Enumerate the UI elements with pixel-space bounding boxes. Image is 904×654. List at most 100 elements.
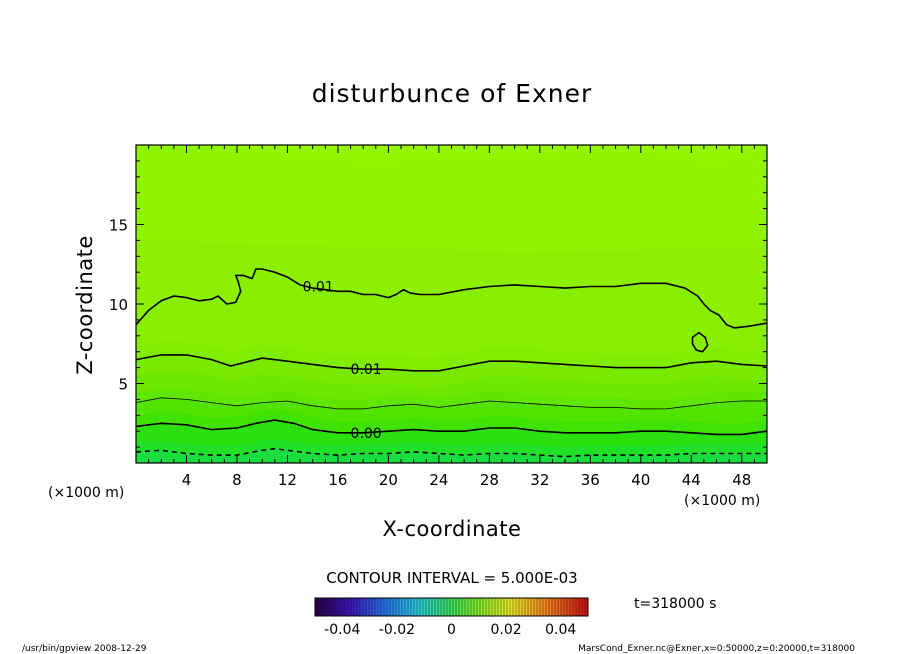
x-axis-title: X-coordinate xyxy=(383,517,522,541)
y-axis-ticks: 5 10 15 xyxy=(109,160,767,448)
colorbar-strip xyxy=(321,598,325,616)
colorbar-strip xyxy=(375,598,379,616)
colorbar-strip xyxy=(555,598,559,616)
colorbar-strip xyxy=(462,598,466,616)
x-tick-label: 12 xyxy=(278,471,297,489)
colorbar-strip xyxy=(342,598,346,616)
colorbar-strip xyxy=(432,598,436,616)
colorbar-strip xyxy=(387,598,391,616)
colorbar-strip xyxy=(315,598,319,616)
time-label: t=318000 s xyxy=(634,596,716,612)
footer-left: /usr/bin/gpview 2008-12-29 xyxy=(22,644,147,654)
x-tick-label: 48 xyxy=(732,471,751,489)
colorbar-strip xyxy=(504,598,508,616)
x-tick-label: 8 xyxy=(232,471,242,489)
colorbar-strip xyxy=(546,598,550,616)
colorbar: -0.04 -0.02 0 0.02 0.04 xyxy=(314,597,589,638)
colorbar-strip xyxy=(576,598,580,616)
colorbar-strip xyxy=(561,598,565,616)
colorbar-tick-label: -0.02 xyxy=(379,622,415,638)
colorbar-strip xyxy=(519,598,523,616)
colorbar-strip xyxy=(480,598,484,616)
colorbar-strip xyxy=(354,598,358,616)
colorbar-strip xyxy=(420,598,424,616)
colorbar-strip xyxy=(492,598,496,616)
colorbar-strip xyxy=(582,598,586,616)
colorbar-strip xyxy=(549,598,553,616)
y-axis-title: Z-coordinate xyxy=(73,235,97,375)
colorbar-tick-label: 0.04 xyxy=(545,622,576,638)
colorbar-strip xyxy=(579,598,583,616)
contour-label: 0.01 xyxy=(351,362,382,378)
colorbar-strip xyxy=(360,598,364,616)
colorbar-strip xyxy=(324,598,328,616)
colorbar-strip xyxy=(333,598,337,616)
colorbar-strip xyxy=(339,598,343,616)
contour-line-2 xyxy=(135,354,768,372)
contour-interval-label: CONTOUR INTERVAL = 5.000E-03 xyxy=(326,569,577,587)
x-tick-label: 20 xyxy=(379,471,398,489)
colorbar-strip xyxy=(558,598,562,616)
x-tick-label: 44 xyxy=(682,471,701,489)
colorbar-strip xyxy=(390,598,394,616)
x-tick-label: 36 xyxy=(581,471,600,489)
colorbar-strip xyxy=(534,598,538,616)
colorbar-strip xyxy=(552,598,556,616)
colorbar-strip xyxy=(378,598,382,616)
colorbar-strip xyxy=(369,598,373,616)
x-tick-label: 32 xyxy=(530,471,549,489)
colorbar-strip xyxy=(393,598,397,616)
colorbar-strip xyxy=(429,598,433,616)
colorbar-strip xyxy=(570,598,574,616)
x-tick-label: 28 xyxy=(480,471,499,489)
band-top xyxy=(136,145,767,252)
colorbar-strip xyxy=(564,598,568,616)
colorbar-strip xyxy=(363,598,367,616)
colorbar-strip xyxy=(537,598,541,616)
colorbar-strip xyxy=(498,598,502,616)
colorbar-strip xyxy=(459,598,463,616)
colorbar-strip xyxy=(507,598,511,616)
colorbar-strip xyxy=(441,598,445,616)
band-bottom xyxy=(136,448,767,463)
colorbar-strip xyxy=(513,598,517,616)
y-axis-unit: (×1000 m) xyxy=(48,485,124,501)
contour-label: 0.01 xyxy=(303,280,334,296)
colorbar-strip xyxy=(384,598,388,616)
colorbar-strip xyxy=(489,598,493,616)
y-tick-label: 5 xyxy=(118,376,128,394)
colorbar-strip xyxy=(402,598,406,616)
contour-line-1 xyxy=(691,331,709,353)
colorbar-strip xyxy=(525,598,529,616)
x-axis-unit: (×1000 m) xyxy=(684,493,760,509)
plot-area: 0.010.010.00 4 8 12 16 20 24 28 32 36 40 44 48 5101… xyxy=(109,144,768,489)
colorbar-strips xyxy=(314,598,589,616)
x-tick-label: 40 xyxy=(631,471,650,489)
colorbar-strip xyxy=(495,598,499,616)
x-tick-label: 24 xyxy=(429,471,448,489)
contour-labels: 0.01 0.01 0.00 xyxy=(303,280,382,442)
colorbar-tick-label: -0.04 xyxy=(324,622,360,638)
colorbar-strip xyxy=(522,598,526,616)
colorbar-strip xyxy=(423,598,427,616)
x-tick-label: 4 xyxy=(182,471,192,489)
band-upper-edge xyxy=(136,145,767,168)
colorbar-strip xyxy=(471,598,475,616)
footer-right: MarsCond_Exner.nc@Exner,x=0:50000,z=0:20… xyxy=(578,644,855,654)
colorbar-strip xyxy=(405,598,409,616)
colorbar-strip xyxy=(540,598,544,616)
colorbar-strip xyxy=(444,598,448,616)
colorbar-strip xyxy=(345,598,349,616)
colorbar-strip xyxy=(330,598,334,616)
colorbar-strip xyxy=(567,598,571,616)
colorbar-strip xyxy=(381,598,385,616)
colorbar-strip xyxy=(468,598,472,616)
colorbar-strip xyxy=(438,598,442,616)
colorbar-strip xyxy=(585,598,589,616)
colorbar-strip xyxy=(516,598,520,616)
colorbar-strip xyxy=(510,598,514,616)
colorbar-frame xyxy=(314,597,589,617)
colorbar-strip xyxy=(357,598,361,616)
colorbar-strip xyxy=(351,598,355,616)
